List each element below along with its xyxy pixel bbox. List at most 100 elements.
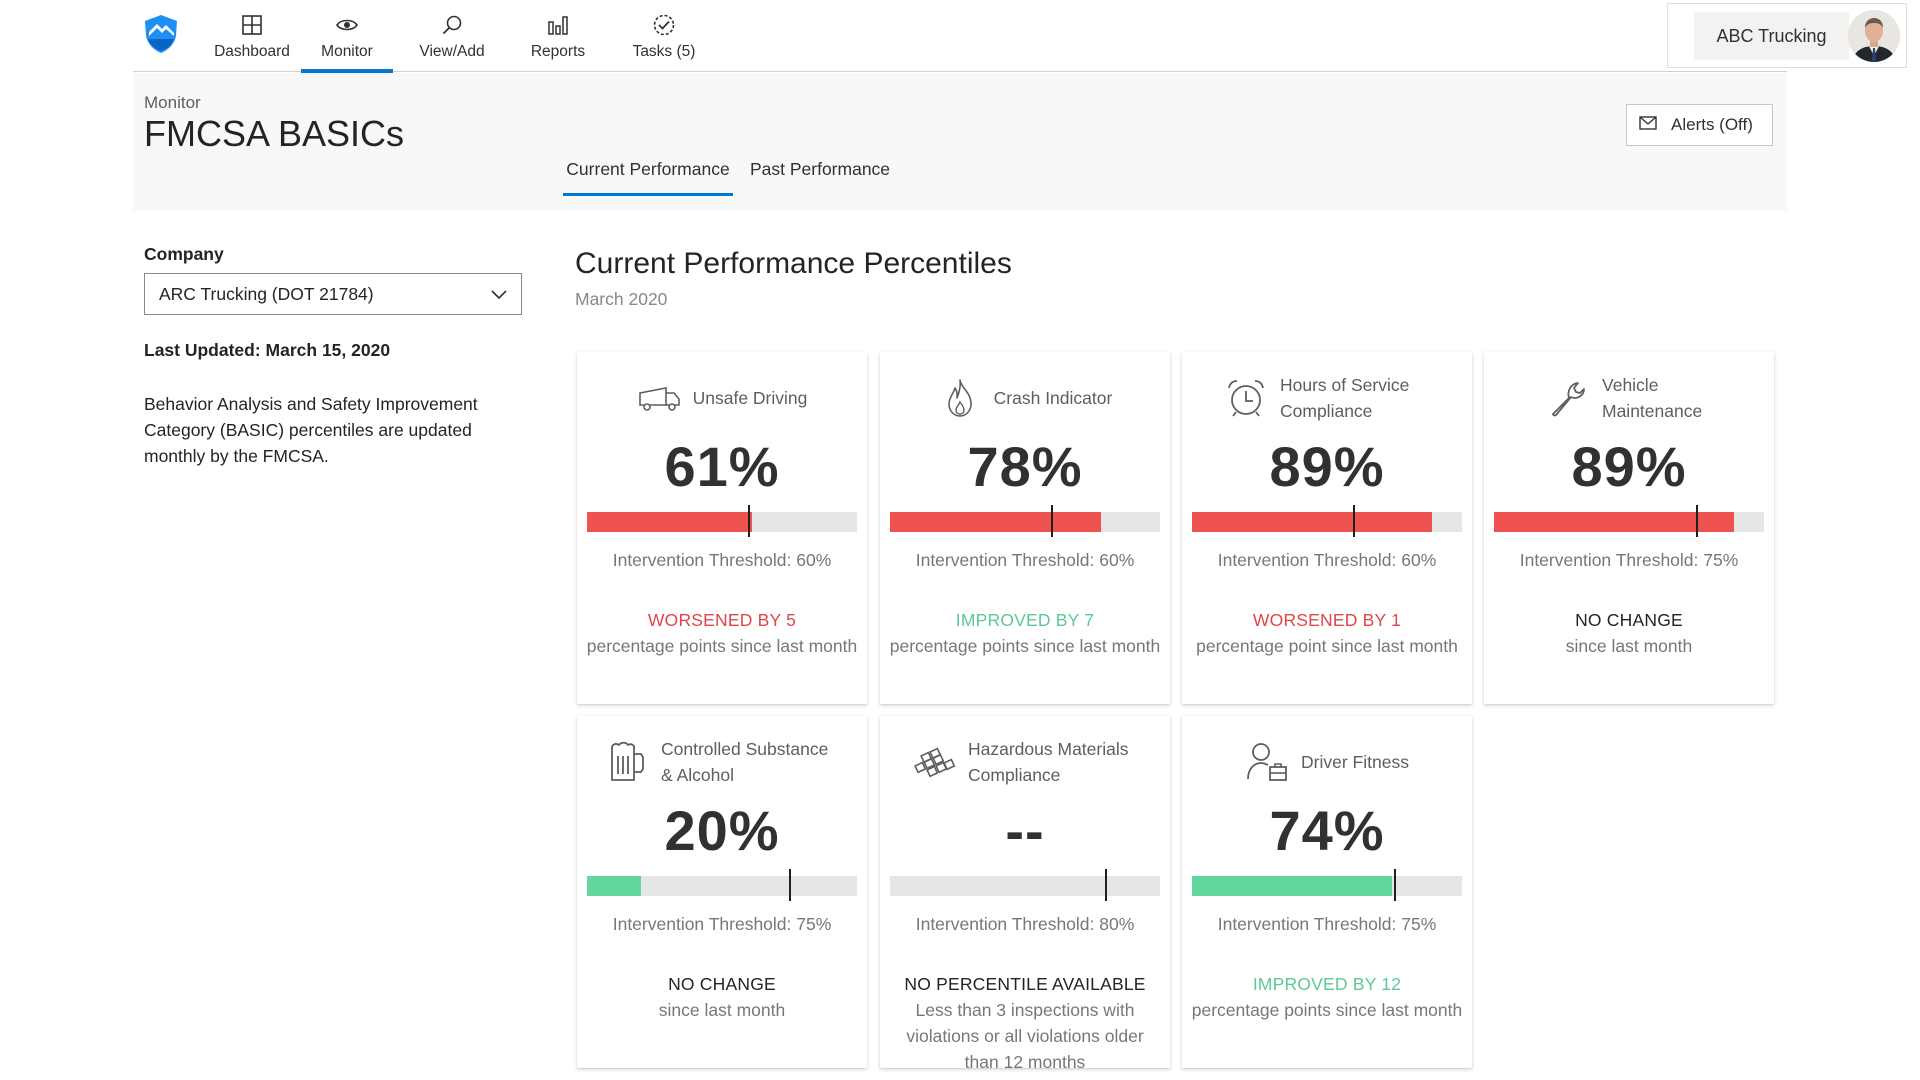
percentile-bar	[890, 869, 1160, 901]
change-detail: percentage points since last month	[586, 636, 858, 656]
basic-card-hours-of-service[interactable]: Hours of Service Compliance 89% Interven…	[1182, 352, 1472, 704]
percentile-bar-fill	[587, 876, 641, 896]
nav-dashboard-label: Dashboard	[214, 43, 290, 60]
nav-reports[interactable]: Reports	[511, 0, 605, 72]
intervention-threshold: Intervention Threshold: 60%	[1217, 550, 1437, 570]
basic-card-controlled-substance[interactable]: Controlled Substance & Alcohol 20% Inter…	[577, 716, 867, 1068]
breadcrumb[interactable]: Monitor	[144, 93, 201, 112]
change-detail: percentage points since last month	[889, 636, 1161, 656]
intervention-threshold: Intervention Threshold: 60%	[915, 550, 1135, 570]
nav-tasks[interactable]: Tasks (5)	[617, 0, 711, 72]
card-header: Controlled Substance & Alcohol	[577, 734, 867, 790]
nav-dashboard[interactable]: Dashboard	[203, 0, 301, 72]
basic-card-crash-indicator[interactable]: Crash Indicator 78% Intervention Thresho…	[880, 352, 1170, 704]
section-title: Current Performance Percentiles	[575, 247, 1012, 280]
alerts-button[interactable]: Alerts (Off)	[1626, 104, 1773, 146]
percentile-bar-fill	[587, 512, 752, 532]
bar-chart-icon	[546, 13, 570, 37]
change-status: IMPROVED BY 7	[955, 610, 1095, 630]
basic-card-driver-fitness[interactable]: Driver Fitness 74% Intervention Threshol…	[1182, 716, 1472, 1068]
nav-tasks-label: Tasks (5)	[632, 43, 696, 60]
percentile-value: 89%	[1571, 435, 1687, 498]
tab-current-performance-label: Current Performance	[566, 158, 730, 179]
last-updated: Last Updated: March 15, 2020	[144, 340, 391, 360]
account-switcher[interactable]: ABC Trucking	[1667, 3, 1907, 68]
change-status: WORSENED BY 5	[647, 610, 797, 630]
threshold-marker	[748, 505, 750, 537]
nav-monitor-label: Monitor	[321, 43, 373, 60]
basic-card-vehicle-maintenance[interactable]: Vehicle Maintenance 89% Intervention Thr…	[1484, 352, 1774, 704]
beer-mug-icon	[605, 740, 649, 784]
percentile-value: 61%	[664, 435, 780, 498]
percentile-value: 78%	[967, 435, 1083, 498]
percentile-bar-fill	[1192, 876, 1392, 896]
basic-card-hazardous-materials[interactable]: Hazardous Materials Compliance -- Interv…	[880, 716, 1170, 1072]
company-dropdown-value: ARC Trucking (DOT 21784)	[159, 283, 374, 304]
card-header: Driver Fitness	[1182, 734, 1472, 790]
percentile-value: 89%	[1269, 435, 1385, 498]
card-header: Unsafe Driving	[577, 370, 867, 426]
percentile-value: --	[1005, 799, 1045, 862]
change-status: NO PERCENTILE AVAILABLE	[904, 974, 1146, 994]
change-status: NO CHANGE	[668, 974, 776, 994]
page-header: Monitor FMCSA BASICs Alerts (Off) Curren…	[133, 73, 1787, 211]
basic-description: Behavior Analysis and Safety Improvement…	[144, 394, 478, 466]
mail-icon	[1639, 115, 1657, 135]
percentile-value: 20%	[664, 799, 780, 862]
flame-icon	[938, 376, 982, 420]
nav-reports-label: Reports	[530, 43, 586, 60]
alarm-clock-icon	[1224, 376, 1268, 420]
intervention-threshold: Intervention Threshold: 75%	[1519, 550, 1739, 570]
page-title: FMCSA BASICs	[144, 113, 405, 154]
percentile-value: 74%	[1269, 799, 1385, 862]
wrench-icon	[1546, 376, 1590, 420]
hazmat-barrels-icon	[912, 740, 956, 784]
card-header: Vehicle Maintenance	[1484, 370, 1774, 426]
change-detail: percentage point since last month	[1196, 636, 1458, 656]
company-dropdown[interactable]: ARC Trucking (DOT 21784)	[144, 273, 522, 315]
top-navigation-bar: Dashboard Monitor View/Add Reports Tasks…	[133, 0, 1907, 73]
intervention-threshold: Intervention Threshold: 75%	[1217, 914, 1437, 934]
shield-logo-icon[interactable]	[143, 14, 179, 54]
section-subtitle: March 2020	[575, 289, 668, 309]
percentile-bar	[1192, 869, 1462, 901]
card-title: Hours of Service Compliance	[1280, 375, 1410, 421]
threshold-marker	[1353, 505, 1355, 537]
nav-monitor[interactable]: Monitor	[301, 0, 393, 73]
card-title: Crash Indicator	[993, 388, 1113, 408]
intervention-threshold: Intervention Threshold: 60%	[612, 550, 832, 570]
dashboard-grid-icon	[240, 13, 264, 37]
account-name[interactable]: ABC Trucking	[1694, 12, 1849, 60]
threshold-marker	[1105, 869, 1107, 901]
card-title: Unsafe Driving	[692, 388, 808, 408]
percentile-bar	[587, 505, 857, 537]
truck-icon	[637, 376, 681, 420]
percentile-bar	[890, 505, 1160, 537]
card-header: Crash Indicator	[880, 370, 1170, 426]
percentile-bar	[1494, 505, 1764, 537]
change-detail: since last month	[658, 1000, 786, 1020]
threshold-marker	[1393, 869, 1396, 901]
tab-past-performance[interactable]: Past Performance	[745, 143, 895, 195]
card-title: Driver Fitness	[1301, 752, 1409, 772]
change-detail: Less than 3 inspections with violations …	[906, 1000, 1144, 1072]
basic-card-unsafe-driving[interactable]: Unsafe Driving 61% Intervention Threshol…	[577, 352, 867, 704]
avatar[interactable]	[1848, 10, 1900, 62]
nav-view-add[interactable]: View/Add	[405, 0, 499, 72]
percentile-bar-fill	[1192, 512, 1433, 532]
percentile-bar	[1192, 505, 1462, 537]
intervention-threshold: Intervention Threshold: 75%	[612, 914, 832, 934]
eye-icon	[335, 13, 359, 37]
tab-current-performance[interactable]: Current Performance	[563, 143, 733, 196]
alerts-button-label: Alerts (Off)	[1671, 115, 1753, 134]
nav-view-add-label: View/Add	[419, 43, 485, 60]
tasks-check-icon	[652, 13, 676, 37]
card-header: Hours of Service Compliance	[1182, 370, 1472, 426]
card-title: Controlled Substance & Alcohol	[661, 739, 829, 785]
card-header: Hazardous Materials Compliance	[880, 734, 1170, 790]
card-title: Hazardous Materials Compliance	[968, 739, 1129, 785]
change-detail: since last month	[1565, 636, 1693, 656]
change-status: NO CHANGE	[1575, 610, 1683, 630]
percentile-bar	[587, 869, 857, 901]
percentile-bar-fill	[890, 512, 1101, 532]
